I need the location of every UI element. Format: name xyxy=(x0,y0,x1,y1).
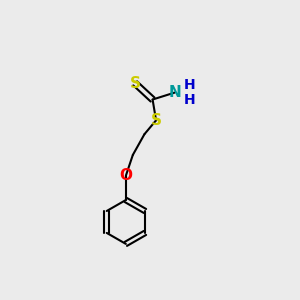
Text: S: S xyxy=(130,76,141,91)
Text: H: H xyxy=(184,92,196,106)
Text: N: N xyxy=(168,85,181,100)
Text: O: O xyxy=(119,168,132,183)
Text: S: S xyxy=(151,113,162,128)
Text: H: H xyxy=(184,77,196,92)
